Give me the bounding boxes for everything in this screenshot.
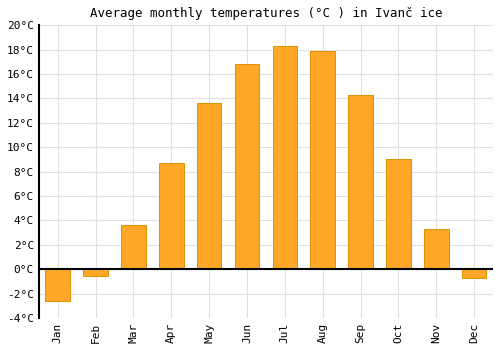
Bar: [462, 269, 486, 278]
Bar: [159, 163, 184, 269]
Bar: [424, 229, 448, 269]
Bar: [46, 269, 70, 301]
Title: Average monthly temperatures (°C ) in Ivanč ice: Average monthly temperatures (°C ) in Iv…: [90, 7, 442, 20]
Bar: [348, 95, 373, 269]
Bar: [121, 225, 146, 269]
Bar: [234, 64, 260, 269]
Bar: [272, 46, 297, 269]
Bar: [310, 51, 335, 269]
Bar: [84, 269, 108, 277]
Bar: [386, 159, 410, 269]
Bar: [197, 103, 222, 269]
